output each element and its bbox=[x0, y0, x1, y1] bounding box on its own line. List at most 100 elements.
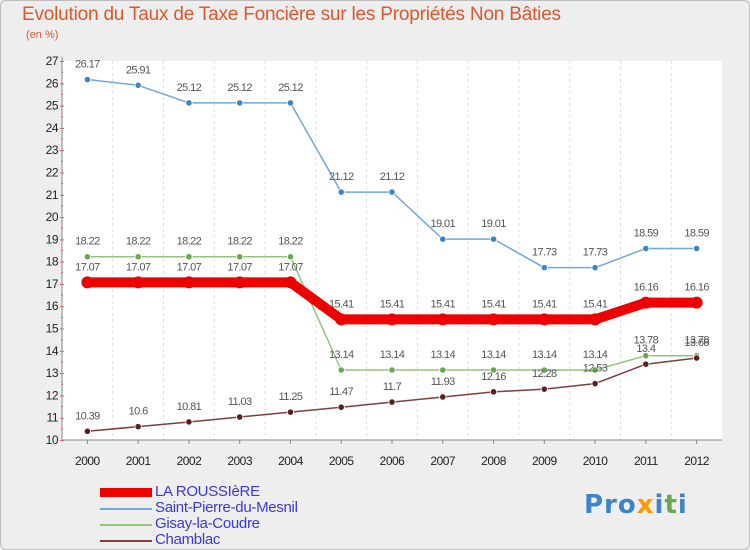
data-label: 21.12 bbox=[380, 171, 405, 183]
data-label: 12.16 bbox=[481, 371, 506, 383]
data-label: 13.14 bbox=[329, 349, 354, 361]
data-point bbox=[386, 313, 398, 326]
data-label: 11.7 bbox=[383, 381, 402, 393]
data-label: 15.41 bbox=[481, 298, 506, 310]
data-point bbox=[388, 398, 396, 406]
data-label: 15.41 bbox=[583, 298, 608, 310]
data-label: 12.53 bbox=[583, 363, 608, 375]
data-label: 13.68 bbox=[684, 337, 709, 349]
data-point bbox=[233, 276, 246, 289]
x-tick-label: 2009 bbox=[532, 454, 558, 468]
data-point bbox=[132, 276, 145, 289]
data-label: 12.28 bbox=[532, 368, 557, 380]
data-label: 19.01 bbox=[481, 218, 506, 230]
legend-swatch bbox=[100, 524, 152, 526]
x-tick-label: 2007 bbox=[430, 454, 456, 468]
data-label: 18.22 bbox=[126, 236, 151, 248]
data-point bbox=[639, 296, 652, 309]
y-tick-label: 17 bbox=[46, 277, 59, 291]
data-label: 18.59 bbox=[634, 227, 659, 239]
x-tick-label: 2003 bbox=[227, 454, 253, 468]
data-point bbox=[439, 366, 447, 374]
proxiti-logo: Proxiti bbox=[584, 490, 688, 520]
data-label: 13.78 bbox=[634, 335, 659, 347]
x-tick-label: 2000 bbox=[75, 454, 101, 468]
y-tick-label: 23 bbox=[46, 143, 59, 157]
data-label: 11.25 bbox=[279, 391, 303, 403]
data-point bbox=[236, 253, 244, 261]
data-label: 21.12 bbox=[329, 171, 354, 183]
data-label: 13.14 bbox=[481, 349, 506, 361]
data-point bbox=[81, 276, 94, 289]
data-label: 15.41 bbox=[431, 298, 456, 310]
data-point bbox=[337, 366, 345, 374]
logo-part: x bbox=[636, 490, 655, 520]
data-point bbox=[134, 423, 142, 431]
y-tick-label: 25 bbox=[46, 99, 59, 113]
data-label: 13.14 bbox=[380, 349, 405, 361]
data-point bbox=[693, 244, 701, 253]
data-label: 19.01 bbox=[431, 218, 456, 230]
data-label: 16.16 bbox=[634, 282, 659, 294]
data-label: 18.22 bbox=[227, 236, 252, 248]
data-label: 10.6 bbox=[129, 406, 148, 418]
data-point bbox=[83, 427, 91, 435]
data-point bbox=[83, 75, 91, 84]
data-point bbox=[591, 379, 599, 388]
data-point bbox=[286, 253, 295, 261]
y-tick-label: 10 bbox=[46, 433, 59, 447]
data-point bbox=[236, 413, 244, 421]
logo-part: i bbox=[654, 490, 665, 520]
data-point bbox=[337, 403, 345, 411]
data-label: 25.12 bbox=[177, 82, 202, 94]
x-tick-label: 2005 bbox=[329, 454, 355, 468]
data-point bbox=[538, 313, 551, 326]
data-point bbox=[591, 264, 599, 272]
x-tick-label: 2004 bbox=[278, 454, 304, 468]
data-label: 13.14 bbox=[532, 349, 557, 361]
y-tick-label: 18 bbox=[46, 255, 59, 269]
y-tick-label: 22 bbox=[46, 165, 59, 179]
data-point bbox=[286, 99, 295, 107]
data-point bbox=[489, 388, 498, 396]
logo-part: Pro bbox=[584, 490, 637, 520]
x-tick-label: 2002 bbox=[177, 454, 203, 468]
y-tick-label: 11 bbox=[47, 411, 59, 425]
x-tick-label: 2010 bbox=[583, 454, 609, 468]
data-point bbox=[439, 393, 447, 401]
data-point bbox=[489, 235, 498, 243]
data-label: 13.14 bbox=[431, 349, 456, 361]
data-label: 10.81 bbox=[177, 401, 202, 413]
data-label: 18.22 bbox=[177, 236, 202, 248]
data-label: 25.91 bbox=[126, 64, 151, 76]
data-label: 11.47 bbox=[329, 386, 353, 398]
data-label: 11.03 bbox=[228, 396, 252, 408]
y-tick-label: 19 bbox=[46, 232, 59, 246]
y-tick-label: 21 bbox=[46, 188, 59, 202]
data-labels: 17.07 17.07 17.07 17.07 17.07 15.41 15.41 15.41… bbox=[75, 59, 710, 423]
data-point bbox=[388, 366, 396, 374]
x-tick-label: 2012 bbox=[684, 454, 710, 468]
data-point bbox=[134, 253, 142, 261]
data-point bbox=[642, 244, 650, 253]
data-label: 16.16 bbox=[684, 282, 709, 294]
data-point bbox=[182, 276, 195, 289]
data-point bbox=[487, 313, 500, 326]
data-point bbox=[284, 276, 297, 289]
logo-part: i bbox=[677, 490, 688, 520]
data-label: 10.39 bbox=[75, 410, 100, 422]
legend-label: LA ROUSSIèRE bbox=[155, 483, 260, 500]
data-label: 17.73 bbox=[532, 247, 557, 259]
data-label: 17.73 bbox=[583, 247, 608, 259]
data-label: 25.12 bbox=[278, 82, 303, 94]
data-point bbox=[589, 313, 602, 326]
y-tick-label: 13 bbox=[46, 366, 59, 380]
data-point bbox=[83, 253, 91, 261]
data-point bbox=[439, 235, 447, 243]
data-label: 13.4 bbox=[636, 343, 655, 355]
y-tick-label: 27 bbox=[46, 54, 59, 68]
data-label: 15.41 bbox=[532, 298, 557, 310]
y-tick-label: 14 bbox=[46, 344, 59, 358]
legend-swatch bbox=[100, 488, 152, 497]
